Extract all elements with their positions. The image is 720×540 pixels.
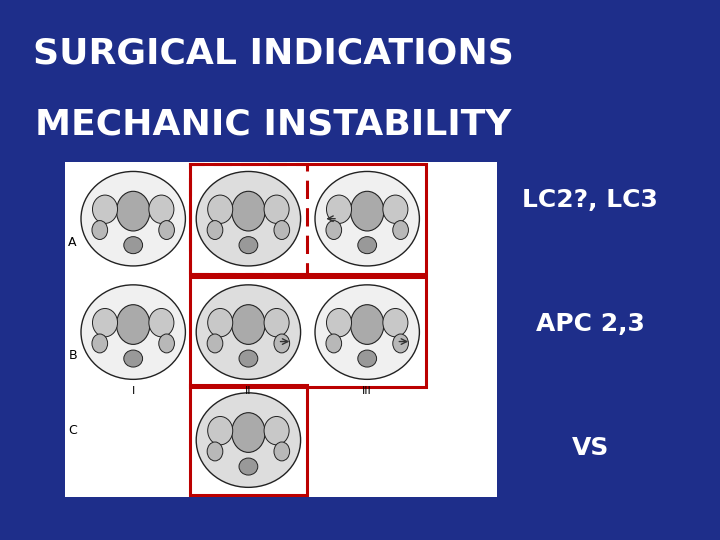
Ellipse shape [207,442,222,461]
Ellipse shape [196,172,301,266]
Text: A: A [68,236,77,249]
Ellipse shape [117,191,150,231]
Ellipse shape [149,195,174,224]
Ellipse shape [207,221,222,240]
Bar [190,164,307,273]
Ellipse shape [232,305,265,345]
Ellipse shape [358,350,377,367]
Text: B: B [68,349,77,362]
Ellipse shape [274,334,289,353]
Ellipse shape [351,191,384,231]
Ellipse shape [393,334,408,353]
Ellipse shape [232,413,265,453]
Text: SURGICAL INDICATIONS: SURGICAL INDICATIONS [33,37,514,71]
Text: C: C [68,424,77,437]
Text: MECHANIC INSTABILITY: MECHANIC INSTABILITY [35,107,512,141]
Ellipse shape [383,195,408,224]
Ellipse shape [264,308,289,337]
Ellipse shape [207,334,222,353]
Text: VS: VS [572,436,609,460]
Ellipse shape [315,172,419,266]
Bar [190,164,426,273]
Ellipse shape [92,195,117,224]
Ellipse shape [326,334,341,353]
Ellipse shape [81,285,185,379]
Text: III: III [362,386,372,396]
Ellipse shape [239,237,258,254]
Ellipse shape [207,195,233,224]
Ellipse shape [358,237,377,254]
Ellipse shape [196,285,301,379]
Text: LC2?, LC3: LC2?, LC3 [523,188,658,212]
Ellipse shape [159,221,174,240]
Ellipse shape [92,308,117,337]
Ellipse shape [196,393,301,487]
Ellipse shape [264,416,289,445]
Ellipse shape [124,350,143,367]
Ellipse shape [159,334,174,353]
Ellipse shape [207,308,233,337]
Ellipse shape [117,305,150,345]
Ellipse shape [239,350,258,367]
Bar [65,162,497,497]
Text: II: II [245,386,252,396]
Ellipse shape [239,458,258,475]
Bar [190,386,307,495]
Ellipse shape [326,195,351,224]
Ellipse shape [92,334,107,353]
Bar [190,277,426,387]
Ellipse shape [315,285,419,379]
Ellipse shape [124,237,143,254]
Ellipse shape [81,172,185,266]
Ellipse shape [232,191,265,231]
Ellipse shape [326,308,351,337]
Ellipse shape [274,221,289,240]
Ellipse shape [264,195,289,224]
Ellipse shape [92,221,107,240]
Ellipse shape [207,416,233,445]
Ellipse shape [351,305,384,345]
Text: APC 2,3: APC 2,3 [536,312,645,336]
Ellipse shape [326,221,341,240]
Text: I: I [132,386,135,396]
Ellipse shape [274,442,289,461]
Ellipse shape [149,308,174,337]
Ellipse shape [383,308,408,337]
Ellipse shape [393,221,408,240]
